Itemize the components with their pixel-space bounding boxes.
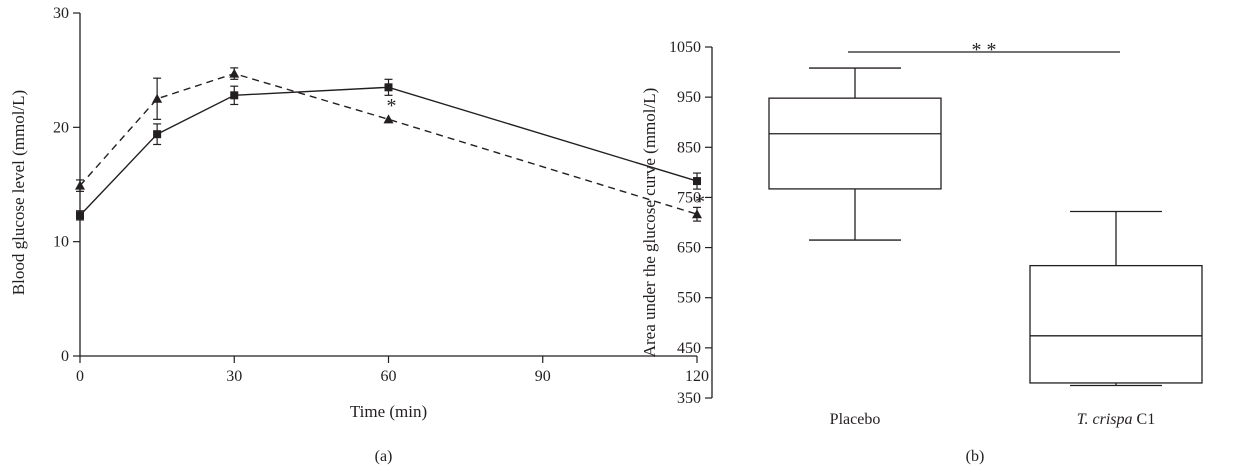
- y-axis-label: Blood glucose level (mmol/L): [9, 90, 28, 295]
- panel-label-b: (b): [966, 448, 985, 465]
- y-tick-label: 450: [677, 340, 701, 357]
- y-tick-label: 1050: [669, 39, 701, 56]
- x-tick-label: 90: [535, 368, 551, 385]
- x-axis-label: Time (min): [350, 402, 427, 421]
- y-tick-label: 10: [53, 234, 69, 251]
- y-tick-label: 20: [53, 119, 69, 136]
- x-category-label: T. crispa C1: [1077, 411, 1155, 428]
- category-italic-text: T. crispa: [1077, 411, 1133, 428]
- data-point-square: [230, 91, 239, 100]
- significance-star: *: [695, 191, 705, 213]
- data-point-square: [76, 211, 84, 220]
- panel-label-a: (a): [375, 448, 393, 465]
- y-tick-label: 650: [677, 240, 701, 257]
- significance-stars: * *: [972, 39, 997, 61]
- x-tick-label: 0: [76, 368, 84, 385]
- box-iqr: [768, 97, 942, 190]
- data-point-triangle: [152, 93, 163, 103]
- x-tick-label: 120: [685, 368, 709, 385]
- data-point-square: [153, 130, 162, 139]
- data-point-square: [693, 177, 701, 186]
- data-point-triangle: [75, 180, 85, 190]
- y-tick-label: 850: [677, 139, 701, 156]
- y-tick-label: 30: [53, 5, 69, 22]
- y-tick-label: 550: [677, 290, 701, 307]
- y-axis-label: Area under the glucose curve (mmol/L): [640, 88, 659, 358]
- y-tick-label: 750: [677, 189, 701, 206]
- y-tick-label: 950: [677, 89, 701, 106]
- significance-star: *: [387, 95, 397, 117]
- y-tick-label: 350: [677, 390, 701, 407]
- data-point-triangle: [383, 114, 394, 124]
- category-text: Placebo: [830, 411, 881, 428]
- category-suffix-text: C1: [1133, 411, 1156, 428]
- data-point-triangle: [692, 209, 702, 219]
- y-tick-label: 0: [61, 348, 69, 365]
- panel-a: 0 10 20 30 0 30 60 90 120 Time (min) Blood glucose…: [9, 5, 709, 465]
- x-tick-label: 60: [381, 368, 397, 385]
- data-point-triangle: [229, 68, 240, 78]
- panel-b: 350 450 550 650 750 850 950 1050 Area under the …: [640, 39, 1203, 465]
- x-category-label: Placebo: [830, 411, 881, 428]
- x-tick-label: 30: [226, 368, 242, 385]
- data-point-square: [384, 83, 393, 92]
- box-iqr: [1029, 264, 1203, 384]
